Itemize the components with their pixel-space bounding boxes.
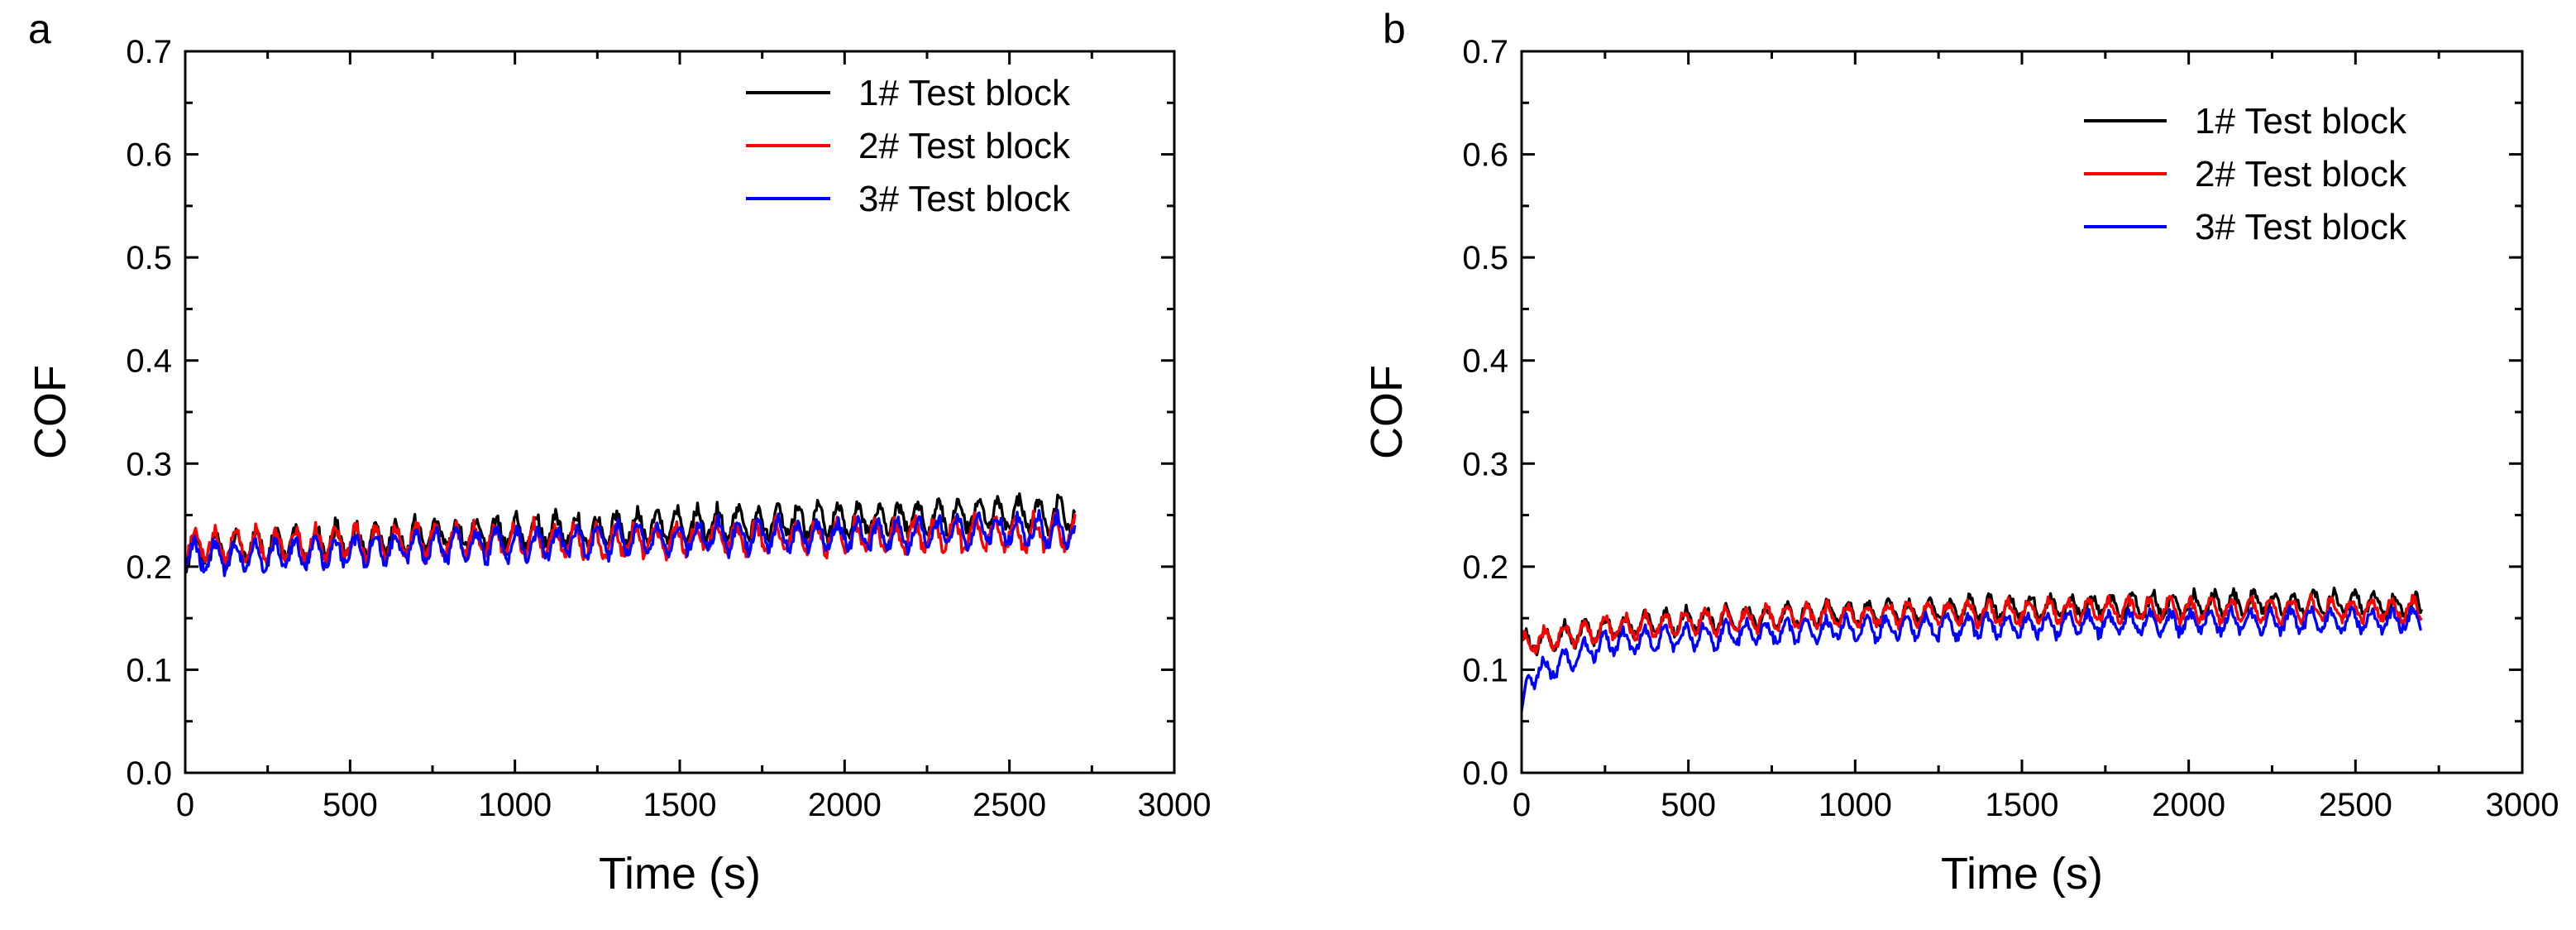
x-tick-label: 2500: [2319, 787, 2392, 823]
x-tick-label: 3000: [1138, 787, 1212, 823]
x-tick-label: 1000: [1818, 787, 1892, 823]
x-tick-label: 3000: [2486, 787, 2559, 823]
x-axis-label: Time (s): [1941, 849, 2103, 899]
legend: 1# Test block 2# Test block 3# Test block: [746, 73, 1071, 219]
y-tick-label: 0.6: [1462, 137, 1508, 174]
legend-label-3: 3# Test block: [2195, 207, 2407, 247]
y-tick-label: 0.3: [1462, 446, 1508, 482]
y-tick-label: 0.3: [126, 446, 172, 482]
chart-panel-a: a 0 500 1000 1500 2000 2500 3000 0.0 0.1 0.2 0.3 0.4…: [26, 6, 1211, 899]
x-tick-label: 1500: [1986, 787, 2059, 823]
series-line-1: [185, 492, 1077, 573]
y-axis-label: COF: [26, 365, 75, 459]
series-group: [185, 492, 1077, 578]
x-tick-label: 2000: [808, 787, 882, 823]
panel-label: a: [28, 6, 51, 52]
x-tick-label: 2000: [2152, 787, 2225, 823]
y-tick-label: 0.5: [1462, 240, 1508, 276]
series-line-3: [1522, 604, 2422, 712]
x-tick-label: 2500: [973, 787, 1046, 823]
legend-label-2: 2# Test block: [858, 126, 1071, 166]
x-tick-label: 500: [323, 787, 378, 823]
y-tick-label: 0.6: [126, 137, 172, 174]
y-tick-label: 0.7: [1462, 34, 1508, 70]
y-tick-label: 0.7: [126, 34, 172, 70]
x-tick-label: 0: [176, 787, 194, 823]
y-tick-label: 0.2: [126, 549, 172, 586]
legend-label-3: 3# Test block: [858, 179, 1071, 219]
series-line-3: [185, 508, 1077, 578]
chart-panel-b: b 0 500 1000 1500 2000 2500 3000 0.0 0.1 0.2 0.3 0.4…: [1362, 6, 2559, 899]
x-tick-label: 1000: [478, 787, 552, 823]
x-tick-label: 1500: [643, 787, 717, 823]
legend-label-1: 1# Test block: [2195, 101, 2407, 141]
y-tick-label: 0.4: [1462, 343, 1508, 380]
y-tick-label: 0.0: [1462, 755, 1508, 792]
x-tick-label: 0: [1513, 787, 1531, 823]
legend: 1# Test block 2# Test block 3# Test block: [2084, 101, 2407, 247]
y-tick-label: 0.0: [126, 755, 172, 792]
x-tick-label: 500: [1661, 787, 1716, 823]
y-tick-label: 0.2: [1462, 549, 1508, 586]
y-tick-label: 0.1: [126, 652, 172, 688]
legend-label-2: 2# Test block: [2195, 154, 2407, 194]
legend-label-1: 1# Test block: [858, 73, 1071, 113]
x-axis-label: Time (s): [599, 849, 761, 899]
y-tick-label: 0.5: [126, 240, 172, 276]
y-tick-label: 0.4: [126, 343, 172, 380]
panel-label: b: [1383, 6, 1406, 52]
y-axis-label: COF: [1362, 365, 1412, 459]
y-tick-label: 0.1: [1462, 652, 1508, 688]
series-group: [1522, 586, 2424, 712]
series-line-2: [1522, 592, 2423, 655]
